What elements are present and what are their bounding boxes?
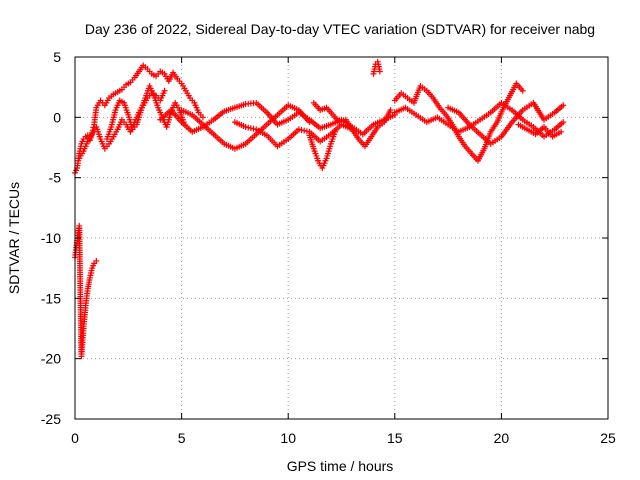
y-tick-label: 5 [53, 49, 61, 65]
data-point [558, 128, 565, 135]
series-arc-14 [515, 121, 565, 140]
data-point [387, 107, 394, 114]
data-point [301, 127, 308, 134]
data-point [199, 114, 206, 121]
series-arc-10 [370, 58, 383, 77]
y-axis-label: SDTVAR / TECUs [6, 182, 22, 294]
data-point [295, 126, 302, 133]
data-point [306, 119, 313, 126]
y-tick-label: -10 [41, 230, 61, 246]
x-axis-label: GPS time / hours [287, 458, 394, 474]
data-point [298, 127, 305, 134]
series-arc-4 [103, 82, 187, 143]
y-tick-label: -20 [41, 351, 61, 367]
x-tick-label: 5 [178, 430, 186, 446]
x-tick-label: 20 [494, 430, 510, 446]
data-point [93, 257, 100, 264]
data-point [376, 68, 383, 75]
plot-frame [74, 56, 609, 420]
data-point [247, 125, 254, 132]
axis-ticks: 0 5 10 15 20 25 -25 -20 -15 -10 -5 0 5 [41, 49, 616, 446]
y-tick-label: -15 [41, 290, 61, 306]
y-tick-label: -25 [41, 411, 61, 427]
series-arc-8 [306, 128, 339, 172]
y-tick-label: 0 [53, 109, 61, 125]
x-tick-label: 0 [71, 430, 79, 446]
y-tick-label: -5 [49, 170, 62, 186]
series-arc-9 [310, 99, 394, 150]
series-arc-7 [231, 119, 356, 150]
data-point [161, 87, 168, 94]
data-point [250, 125, 257, 132]
x-tick-label: 10 [280, 430, 296, 446]
x-tick-label: 15 [387, 430, 403, 446]
data-point [303, 128, 310, 135]
series-arc-13 [445, 99, 567, 147]
series-arc-11 [391, 80, 526, 164]
data-point [242, 123, 249, 130]
data-marks [72, 58, 567, 360]
chart-title: Day 236 of 2022, Sidereal Day-to-day VTE… [85, 21, 595, 37]
data-point [332, 128, 339, 135]
series-arc-2 [72, 222, 100, 360]
data-point [560, 119, 567, 126]
grid [75, 57, 608, 419]
data-point [560, 102, 567, 109]
x-tick-label: 25 [600, 430, 616, 446]
series-arc-6 [178, 102, 313, 152]
data-point [519, 87, 526, 94]
data-point [245, 124, 252, 131]
